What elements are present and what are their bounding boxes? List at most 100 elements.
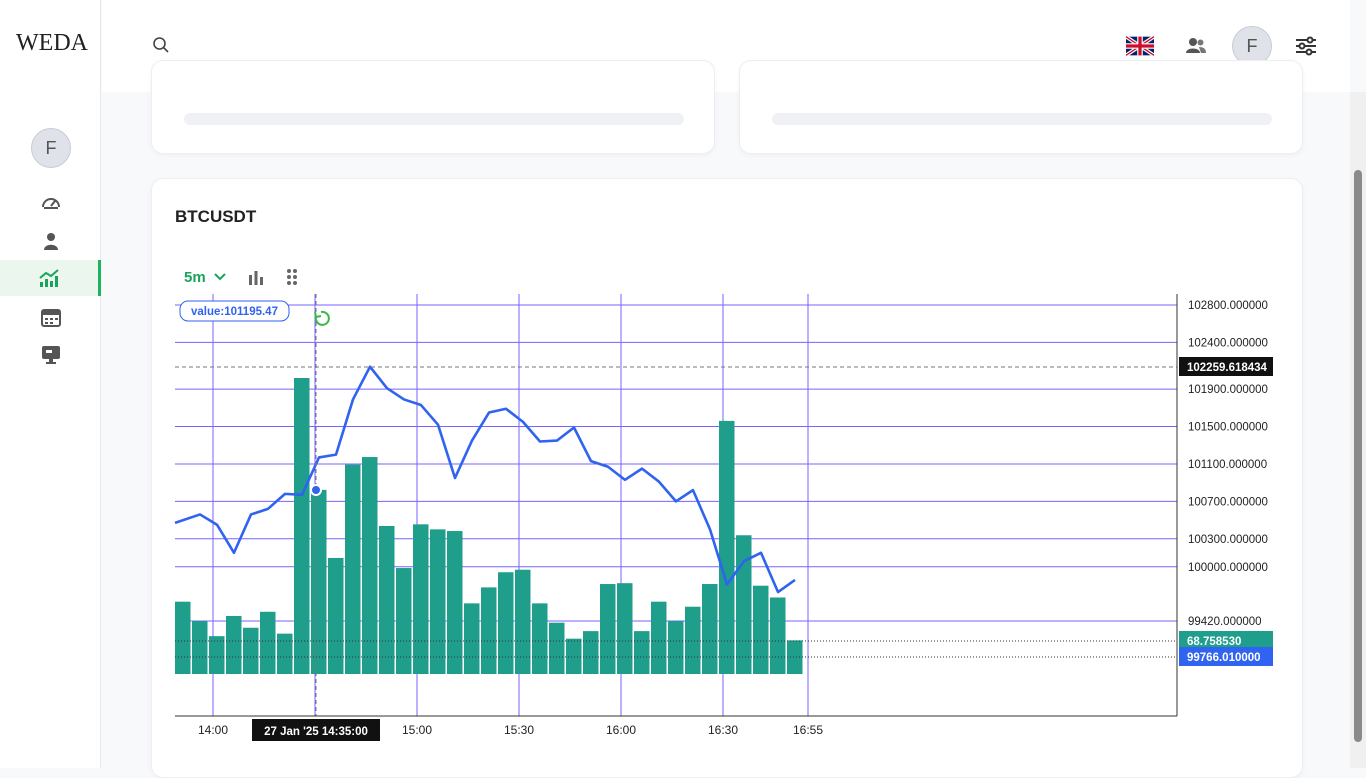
volume-bar [192,621,208,674]
volume-bar [532,603,548,674]
volume-bar [770,597,786,674]
users-icon[interactable] [1185,36,1207,56]
volume-bar [413,524,429,674]
volume-bar [260,611,276,674]
last-price-tag-box [1179,647,1273,666]
sidebar-item-profile[interactable] [0,223,101,259]
last-volume-tag-box [1179,631,1273,650]
crosshair-price-tag-text: 102259.618434 [1187,362,1268,374]
reset-zoom-icon [314,310,330,326]
chevron-down-icon[interactable] [213,273,226,281]
chart-toolbar: 5m [174,265,298,289]
value-tooltip-box [179,300,290,322]
reset-arc [314,310,330,326]
bar-chart-icon [248,271,263,285]
loading-card-right [739,60,1303,154]
sidebar-item-presentation[interactable] [0,336,101,372]
loading-card-left [151,60,715,154]
volume-bar [464,603,480,674]
y-tick-label: 101500.000000 [1188,422,1268,434]
sidebar-item-calendar[interactable] [0,299,101,335]
volume-bar [396,568,412,674]
search-icon[interactable] [152,36,170,54]
scrollbar-thumb[interactable] [1354,170,1362,742]
crosshair-time-tag-box [252,719,380,741]
sidebar-avatar[interactable]: F [31,128,71,168]
volume-bar [617,583,633,674]
skeleton-line [184,113,684,125]
volume-bar [430,529,446,674]
volume-bar [277,633,293,674]
x-tick-label: 16:00 [606,723,636,737]
crosshair-point [310,484,322,496]
monitor-icon [41,346,60,364]
volume-bar [481,587,497,674]
volume-bar [294,378,310,674]
volume-bar [243,627,259,674]
volume-bar [702,584,718,674]
volume-bar [549,622,565,674]
user-icon [43,233,58,250]
x-tick-label: 15:00 [402,723,432,737]
y-tick-label: 102400.000000 [1188,337,1268,349]
user-avatar[interactable]: F [1232,26,1272,66]
volume-bar [668,621,684,674]
volume-bar [583,631,599,674]
speedometer-icon [41,198,60,209]
chart-icon [39,269,59,287]
volume-bar [175,601,191,674]
volume-bar [447,531,463,674]
grid-dots-icon [286,269,297,285]
volume-bar [328,557,344,674]
skeleton-line [772,113,1272,125]
settings-sliders-icon[interactable] [1295,36,1317,56]
x-tick-label: 14:00 [198,723,228,737]
y-tick-label: 101100.000000 [1188,459,1267,471]
volume-bar [498,572,514,674]
crosshair-time-tag-text: 27 Jan '25 14:35:00 [264,726,368,738]
page-scrollbar[interactable] [1350,92,1366,768]
chart-type-button[interactable] [248,269,264,285]
volume-bar [600,584,616,674]
x-tick-label: 15:30 [504,723,534,737]
uk-flag-icon[interactable] [1126,36,1154,56]
volume-bar [345,464,361,674]
volume-bar [787,640,803,674]
volume-bar [685,606,701,674]
volume-bar [379,526,395,674]
volume-bar [651,601,667,674]
volume-bar [226,615,242,674]
volume-bar [209,636,225,674]
chart-title: BTCUSDT [175,207,257,226]
y-tick-label: 101900.000000 [1188,384,1268,396]
volume-bar [311,489,327,674]
calendar-icon [40,309,61,327]
volume-bar [634,631,650,674]
x-tick-label: 16:55 [793,723,823,737]
last-price-tag-text: 99766.010000 [1187,652,1261,664]
sidebar-item-markets[interactable] [0,260,101,296]
y-tick-label: 102800.000000 [1188,300,1268,312]
volume-bar [566,638,582,674]
last-volume-tag-text: 68.758530 [1187,636,1241,648]
crosshair-price-tag-box [1179,357,1273,376]
y-tick-label: 99420.000000 [1188,616,1262,628]
value-tooltip-text: value:101195.47 [191,306,278,318]
volume-bar [736,535,752,674]
sidebar-item-dashboard[interactable] [0,185,101,221]
volume-bar [719,420,735,674]
reset-arrow [314,311,322,319]
logo[interactable]: WEDA [16,30,88,56]
volume-bar [753,585,769,674]
y-tick-label: 100000.000000 [1188,562,1268,574]
interval-selector[interactable]: 5m [184,268,206,286]
y-tick-label: 100700.000000 [1188,496,1268,508]
volume-bar [515,569,531,674]
x-tick-label: 16:30 [708,723,738,737]
y-tick-label: 100300.000000 [1188,534,1268,546]
sidebar: WEDA F [0,0,101,768]
volume-bar [362,457,378,674]
indicators-button[interactable] [286,268,298,286]
price-line [174,365,796,594]
